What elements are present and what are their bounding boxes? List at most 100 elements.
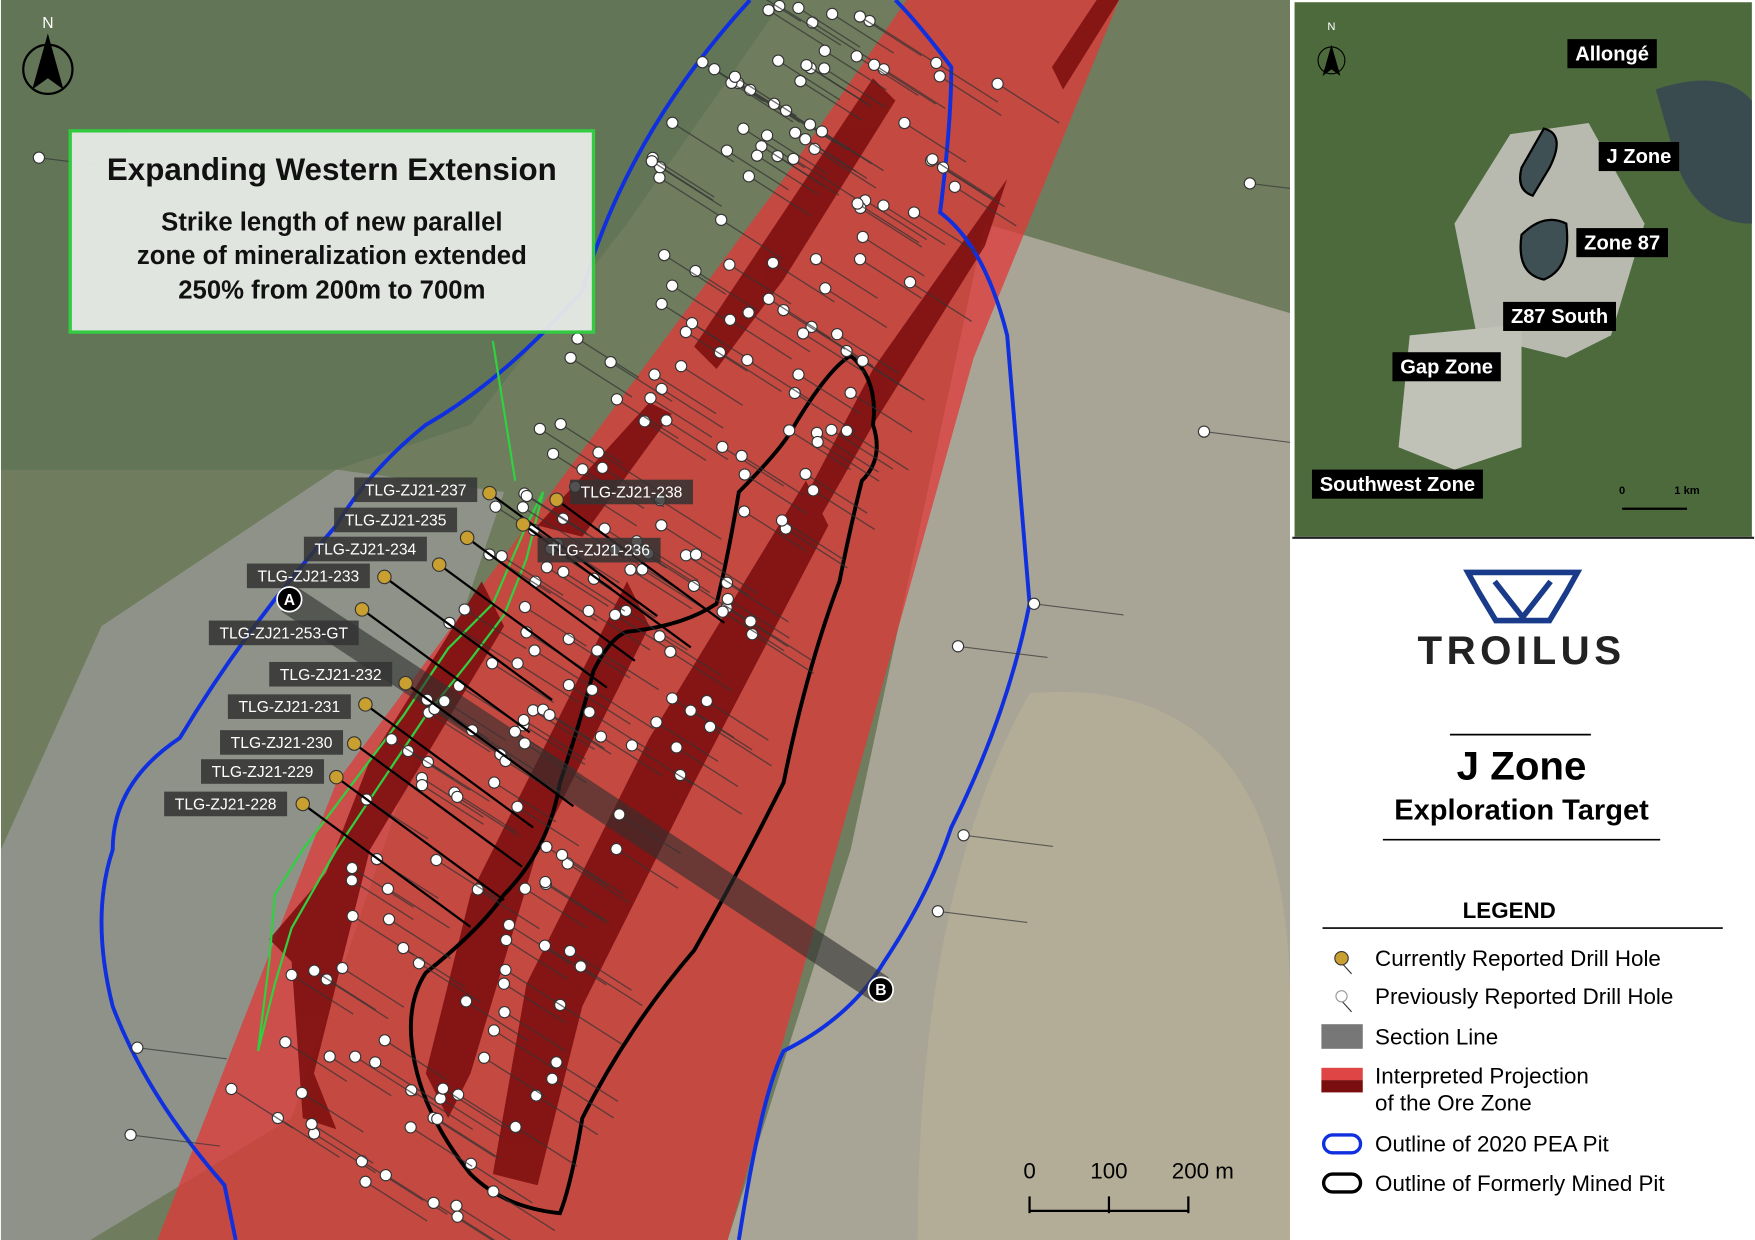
drill-trace <box>630 569 693 610</box>
drill-hole-label: TLG-ZJ21-231 <box>239 699 341 716</box>
drill-trace <box>805 473 868 514</box>
drill-trace <box>679 774 743 815</box>
label-box <box>354 477 478 503</box>
drill-trace <box>464 608 527 650</box>
drill-trace <box>802 332 865 374</box>
drill-trace <box>765 0 802 23</box>
label-box <box>201 759 325 784</box>
drill-trace <box>130 1134 221 1147</box>
drill-trace <box>729 319 792 360</box>
drill-trace <box>466 536 636 662</box>
drill-trace <box>680 365 743 406</box>
drill-trace <box>523 719 586 760</box>
drill-trace <box>785 528 848 569</box>
north-arrow <box>22 33 74 96</box>
drill-collar <box>346 909 359 923</box>
drill-trace <box>515 1126 578 1167</box>
drill-trace <box>800 80 863 121</box>
drill-collar <box>933 70 946 83</box>
drill-collar <box>689 548 703 561</box>
drill-collar <box>664 645 677 658</box>
drill-trace <box>616 848 679 889</box>
section-end: B <box>875 982 886 999</box>
zone-label-box <box>1576 228 1668 258</box>
drill-trace <box>428 712 491 753</box>
drill-collar <box>840 424 854 437</box>
drill-collar <box>708 62 721 76</box>
drill-trace <box>407 750 471 791</box>
drill-trace <box>831 13 895 54</box>
drill-trace <box>504 1011 567 1052</box>
drill-trace <box>456 1205 512 1240</box>
current-drill-collar <box>515 517 531 532</box>
drill-collar <box>550 1056 563 1069</box>
drill-trace <box>650 397 713 438</box>
legend-label: Interpreted Projection <box>1375 1063 1589 1088</box>
drill-trace <box>361 608 531 734</box>
drill-collar <box>385 733 398 746</box>
section-end-marker <box>276 586 303 613</box>
drill-collar <box>225 1082 238 1096</box>
drill-trace <box>580 965 643 1007</box>
drill-collar <box>355 1155 369 1168</box>
legend-label: Outline of Formerly Mined Pit <box>1375 1171 1665 1196</box>
drill-collar <box>430 853 443 867</box>
drill-collar <box>653 171 666 184</box>
drill-trace <box>656 721 719 762</box>
current-drill-collar <box>295 796 311 812</box>
drill-trace <box>600 736 663 777</box>
drill-collar <box>517 713 530 727</box>
drill-trace <box>137 1047 227 1060</box>
drill-trace <box>524 742 587 784</box>
drill-collar <box>543 708 556 722</box>
drill-collar <box>451 1210 464 1223</box>
drill-collar <box>369 1056 382 1069</box>
drill-trace <box>816 432 879 473</box>
drill-collar <box>562 678 576 692</box>
drill-trace <box>756 155 819 196</box>
drill-trace <box>618 813 682 855</box>
drill-trace <box>831 429 894 470</box>
drill-trace <box>443 700 507 741</box>
drill-collar <box>397 941 410 955</box>
legend-symbol <box>1321 1067 1363 1081</box>
current-drill-collar <box>549 492 564 508</box>
drill-trace <box>741 455 804 496</box>
drill-trace <box>329 1055 392 1097</box>
drill-trace <box>748 175 811 217</box>
drill-trace <box>524 492 587 534</box>
drill-trace <box>505 939 569 980</box>
drill-collar <box>563 944 577 958</box>
drill-trace <box>544 881 608 922</box>
drill-collar <box>723 258 736 271</box>
drill-collar <box>574 960 587 973</box>
label-box <box>334 507 458 533</box>
drill-collar <box>655 519 668 532</box>
zone-label: Z87 South <box>1511 306 1608 328</box>
label-box <box>164 791 288 817</box>
drill-collar <box>716 605 729 618</box>
label-box <box>208 620 359 646</box>
drill-trace <box>659 177 722 218</box>
drill-collar <box>497 977 511 990</box>
drill-collar <box>412 957 426 970</box>
drill-trace <box>535 1094 599 1136</box>
drill-collar <box>907 206 921 219</box>
drill-trace <box>549 714 612 755</box>
drill-trace <box>341 967 405 1008</box>
drill-trace <box>781 519 844 561</box>
drill-collar <box>766 256 780 269</box>
drill-trace <box>695 270 758 311</box>
drill-collar <box>381 882 395 895</box>
drill-collar <box>818 44 831 57</box>
drill-collar <box>653 630 666 643</box>
drill-collar <box>931 905 945 918</box>
drill-collar <box>819 282 832 295</box>
drill-collar <box>799 467 812 481</box>
drill-trace <box>883 205 946 246</box>
drill-collar <box>323 1050 336 1063</box>
drill-trace <box>824 50 887 91</box>
label-box <box>246 563 370 589</box>
drill-hole-label: TLG-ZJ21-229 <box>212 764 314 781</box>
